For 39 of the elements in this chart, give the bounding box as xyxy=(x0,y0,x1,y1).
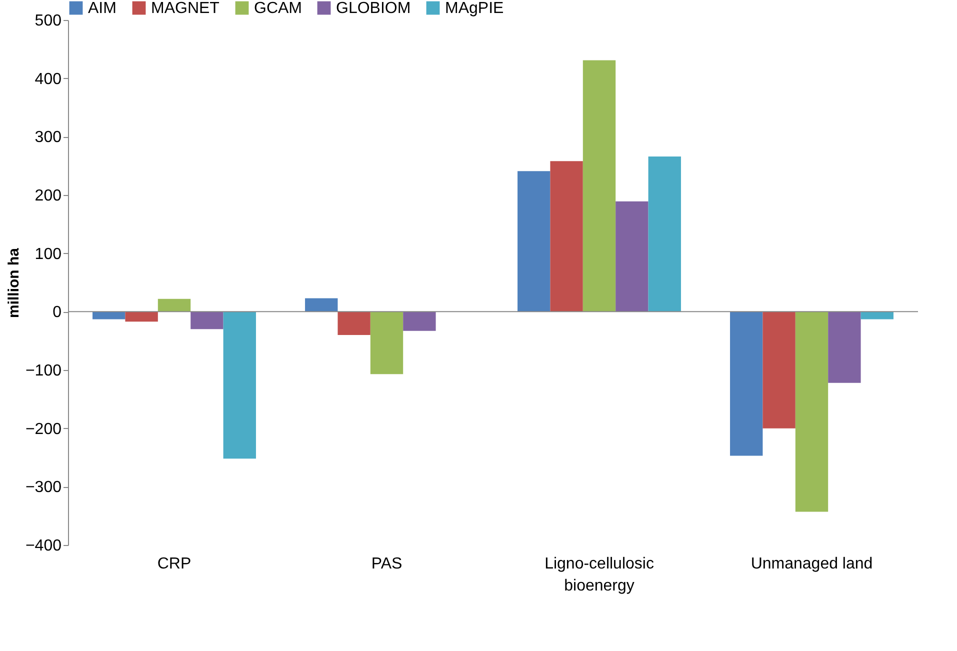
y-axis-title: million ha xyxy=(5,247,22,318)
bar xyxy=(92,312,126,320)
y-tick-label: 300 xyxy=(34,129,62,146)
bar xyxy=(582,60,616,312)
bar xyxy=(125,312,158,322)
bar xyxy=(190,312,224,330)
bar xyxy=(305,298,338,312)
bar xyxy=(403,312,436,331)
legend-label: MAGNET xyxy=(151,0,220,17)
bar xyxy=(370,312,404,374)
y-tick-label: −200 xyxy=(25,420,62,438)
x-tick-label: Ligno-cellulosic bioenergy xyxy=(544,556,654,594)
y-tick-label: 0 xyxy=(52,304,62,322)
bar xyxy=(338,312,370,335)
bar xyxy=(616,201,648,312)
y-tick-label: −100 xyxy=(25,362,62,380)
bar xyxy=(158,298,191,312)
legend-label: MAgPIE xyxy=(445,0,504,17)
bar xyxy=(550,161,583,312)
x-tick-label: Unmanaged land xyxy=(750,556,873,572)
y-tick-label: 200 xyxy=(34,188,62,204)
bar xyxy=(518,171,550,312)
y-tick-label: 100 xyxy=(34,246,62,263)
bar xyxy=(730,312,763,456)
bar xyxy=(762,312,796,428)
y-tick-label: 400 xyxy=(34,70,62,88)
x-tick-label: CRP xyxy=(157,556,192,572)
bar xyxy=(223,312,256,459)
x-tick-label: PAS xyxy=(371,556,402,572)
y-tick-label: −400 xyxy=(25,538,62,554)
legend-label: AIM xyxy=(88,0,116,17)
y-tick-label: −300 xyxy=(25,479,62,496)
legend-label: GLOBIOM xyxy=(336,0,411,17)
legend-label: GCAM xyxy=(254,0,302,17)
bar xyxy=(828,312,861,383)
bar xyxy=(860,312,894,320)
bar xyxy=(648,156,681,312)
y-tick-label: 500 xyxy=(34,12,62,30)
bar xyxy=(795,312,828,512)
